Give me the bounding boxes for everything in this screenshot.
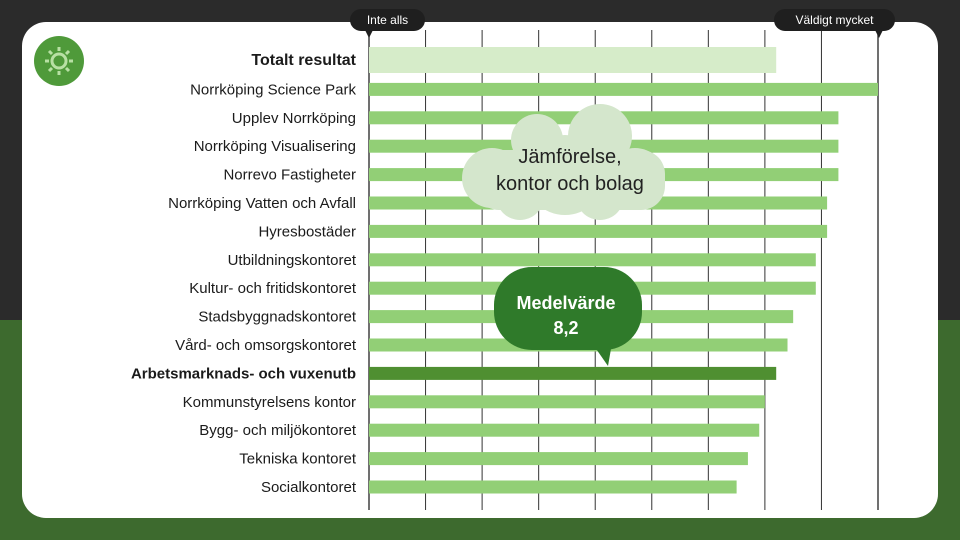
category-label: Norrköping Science Park — [190, 81, 356, 98]
category-label: Kommunstyrelsens kontor — [183, 394, 356, 411]
category-label: Norrevo Fastigheter — [223, 167, 356, 184]
comparison-cloud — [462, 104, 665, 220]
category-label: Hyresbostäder — [258, 223, 356, 240]
category-label: Arbetsmarknads- och vuxenutb — [131, 365, 356, 382]
category-label: Utbildningskontoret — [228, 252, 357, 269]
category-label: Totalt resultat — [251, 52, 356, 69]
scale-max-pointer — [875, 30, 883, 38]
average-bubble-tail — [592, 343, 612, 366]
scale-min-label: Inte alls — [350, 9, 425, 31]
bar — [369, 82, 878, 96]
category-label: Norrköping Vatten och Avfall — [168, 195, 356, 212]
average-callout: Medelvärde 8,2 — [493, 291, 639, 341]
cloud-body — [475, 150, 665, 210]
category-label: Norrköping Visualisering — [194, 138, 356, 155]
bar — [369, 423, 760, 437]
category-label: Kultur- och fritidskontoret — [189, 280, 357, 297]
category-label: Vård- och omsorgskontoret — [175, 337, 357, 354]
comparison-callout-line2: kontor och bolag — [496, 173, 644, 195]
gear-icon — [34, 36, 84, 86]
category-label: Tekniska kontoret — [239, 451, 357, 468]
scale-max-label: Väldigt mycket — [774, 9, 895, 31]
category-label: Socialkontoret — [261, 479, 357, 496]
scale-min-pointer — [365, 30, 373, 38]
comparison-callout: Jämförelse, kontor och bolag — [452, 144, 688, 198]
bar — [369, 366, 777, 380]
category-label: Upplev Norrköping — [232, 110, 356, 127]
bar — [369, 395, 765, 409]
bar — [369, 253, 816, 267]
bar — [369, 224, 828, 238]
bar — [369, 47, 777, 73]
bar — [369, 480, 737, 494]
average-callout-value: 8,2 — [553, 318, 579, 338]
category-label: Bygg- och miljökontoret — [199, 422, 357, 439]
average-callout-label: Medelvärde — [516, 293, 616, 313]
bar — [369, 452, 748, 466]
comparison-callout-line1: Jämförelse, — [518, 146, 622, 168]
average-bubble — [494, 267, 642, 350]
category-label: Stadsbyggnadskontoret — [198, 309, 356, 326]
